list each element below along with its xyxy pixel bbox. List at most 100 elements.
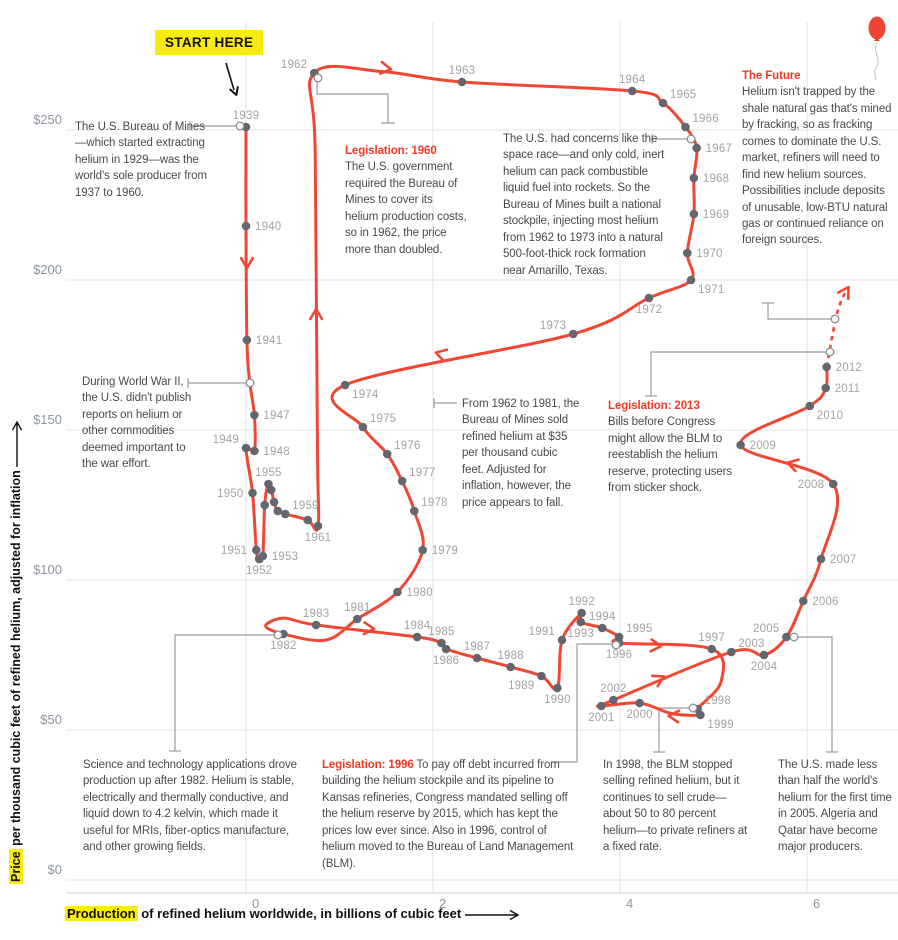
data-point-dot — [472, 653, 482, 663]
data-point-dot — [506, 662, 515, 672]
annotation-space-race: The U.S. had concerns like the space rac… — [503, 131, 668, 279]
year-label: 1941 — [256, 335, 282, 347]
year-label: 1989 — [508, 680, 534, 692]
data-point-dot — [241, 221, 251, 231]
data-point-dot — [681, 122, 690, 132]
data-point-dot — [696, 710, 705, 720]
year-label: 1991 — [529, 626, 555, 638]
annotation-legislation-1996: Legislation: 1996 To pay off debt incurr… — [322, 757, 582, 872]
annotation-us-less-than-half: The U.S. made less than half the world's… — [778, 757, 892, 856]
balloon-icon — [868, 16, 886, 40]
year-label: 2007 — [830, 554, 856, 566]
annotation-text: The U.S. had concerns like the space rac… — [503, 133, 665, 277]
year-label: 1940 — [255, 221, 281, 233]
data-point-dot — [418, 545, 428, 555]
year-label: 1962 — [281, 59, 307, 71]
future-dashed-path — [825, 287, 850, 368]
annotation-text: The U.S. made less than half the world's… — [778, 759, 892, 854]
flow-arrow-icon — [229, 86, 239, 96]
data-point-dot — [568, 329, 578, 339]
flow-arrow-icon — [786, 458, 800, 473]
year-label: 1948 — [263, 446, 289, 458]
data-point-dot — [248, 488, 257, 498]
data-point-dot — [576, 617, 586, 627]
year-label: 1973 — [540, 320, 566, 332]
year-label: 1971 — [698, 284, 724, 296]
leader-line — [551, 643, 617, 763]
balloon-string-icon — [874, 41, 879, 81]
y-tick-label: $250 — [33, 112, 62, 127]
x-tick-label: 4 — [626, 896, 633, 911]
year-label: 1997 — [698, 632, 724, 644]
right-arrow-icon — [464, 909, 520, 920]
data-point-dot — [358, 422, 368, 432]
data-point-dot — [250, 410, 259, 420]
year-label: 1982 — [270, 640, 296, 652]
open-marker — [611, 640, 621, 650]
year-label: 2001 — [588, 712, 614, 724]
flow-arrow-icon — [362, 621, 376, 636]
year-label: 1977 — [409, 467, 435, 479]
year-label: 2012 — [836, 362, 862, 374]
annotation-text: In 1998, the BLM stopped selling refined… — [603, 759, 748, 854]
annotation-legislation-1960: Legislation: 1960 The U.S. government re… — [345, 143, 469, 258]
year-label: 1980 — [406, 587, 432, 599]
data-point-dot — [340, 380, 350, 390]
data-point-dot — [726, 647, 736, 657]
year-label: 1964 — [619, 74, 646, 86]
data-point-dot — [692, 143, 701, 153]
data-point-dot — [816, 554, 826, 564]
data-point-dot — [597, 623, 607, 633]
year-label: 2009 — [750, 440, 776, 452]
y-tick-label: $50 — [40, 712, 62, 727]
y-tick-label: $100 — [33, 562, 62, 577]
data-point-dot — [609, 695, 618, 705]
open-marker — [830, 314, 840, 324]
data-point-dot — [736, 440, 745, 450]
year-label: 1988 — [497, 650, 523, 662]
y-tick-label: $200 — [33, 262, 62, 277]
data-point-dot — [707, 644, 716, 654]
year-label: 1974 — [352, 389, 379, 401]
year-label: 1993 — [568, 628, 594, 640]
leader-line — [316, 77, 389, 123]
year-label: 1985 — [428, 626, 454, 638]
open-marker — [235, 121, 245, 131]
year-label: 1984 — [404, 620, 431, 632]
annotation-title: Legislation: 2013 — [608, 400, 700, 412]
year-label: 1966 — [692, 113, 718, 125]
data-point-dot — [686, 275, 696, 285]
year-label: 1955 — [255, 467, 281, 479]
year-label: 2003 — [738, 638, 764, 650]
year-label: 1990 — [544, 694, 570, 706]
open-marker — [825, 347, 835, 357]
data-point-dot — [393, 587, 402, 597]
y-axis-title: Price per thousand cubic feet of refined… — [9, 364, 23, 884]
year-label: 2000 — [626, 709, 652, 721]
year-label: 1976 — [394, 440, 420, 452]
data-point-dot — [273, 506, 283, 516]
data-point-dot — [635, 698, 644, 708]
annotation-legislation-2013: Legislation: 2013 Bills before Congress … — [608, 398, 744, 497]
data-point-dot — [311, 620, 321, 630]
year-label: 1975 — [370, 413, 396, 425]
y-tick-label: $150 — [33, 412, 62, 427]
data-point-dot — [269, 497, 279, 507]
year-label: 1969 — [703, 209, 729, 221]
flow-arrow-icon — [308, 307, 324, 321]
year-label: 1967 — [706, 143, 732, 155]
flow-arrow-icon — [649, 638, 663, 653]
data-point-dot — [412, 632, 422, 642]
annotation-text: To pay off debt incurred from building t… — [322, 759, 574, 870]
year-label: 1981 — [344, 602, 370, 614]
open-marker — [789, 632, 799, 642]
annotation-text: Helium isn't trapped by the shale natura… — [742, 86, 892, 247]
data-point-dot — [689, 209, 699, 219]
year-label: 1979 — [432, 545, 458, 557]
data-point-dot — [683, 248, 692, 258]
year-label: 1965 — [670, 89, 696, 101]
data-point-dot — [457, 77, 467, 87]
x-axis-title-highlight: Production — [65, 906, 138, 921]
year-label: 1961 — [305, 532, 331, 544]
data-point-dot — [658, 98, 668, 108]
